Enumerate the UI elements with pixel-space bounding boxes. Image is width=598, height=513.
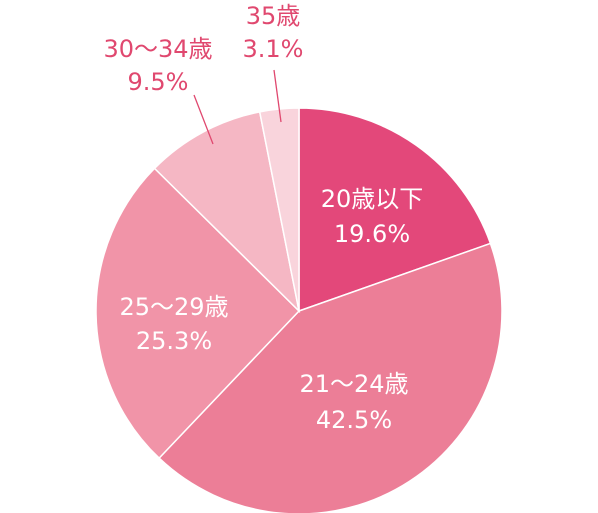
leader-line-30-34 [193,94,214,145]
slice-25-29 [95,167,301,460]
slice-value-35: 3.1% [243,35,304,63]
slice-value-30-34: 9.5% [128,68,189,96]
slice-label-21-24: 21～24歳 [299,370,408,398]
pie-slices [95,107,503,513]
slice-21-24 [158,242,503,513]
slice-30-34 [153,110,301,314]
slice-label-20-under: 20歳以下 [321,185,424,213]
slice-label-25-29: 25～29歳 [119,293,228,321]
slice-value-25-29: 25.3% [136,327,212,355]
slice-label-30-34: 30～34歳 [103,35,212,63]
slice-label-35: 35歳 [246,2,301,30]
leader-line-35 [273,69,282,123]
slice-value-21-24: 42.5% [316,406,392,434]
slice-value-20-under: 19.6% [334,220,410,248]
